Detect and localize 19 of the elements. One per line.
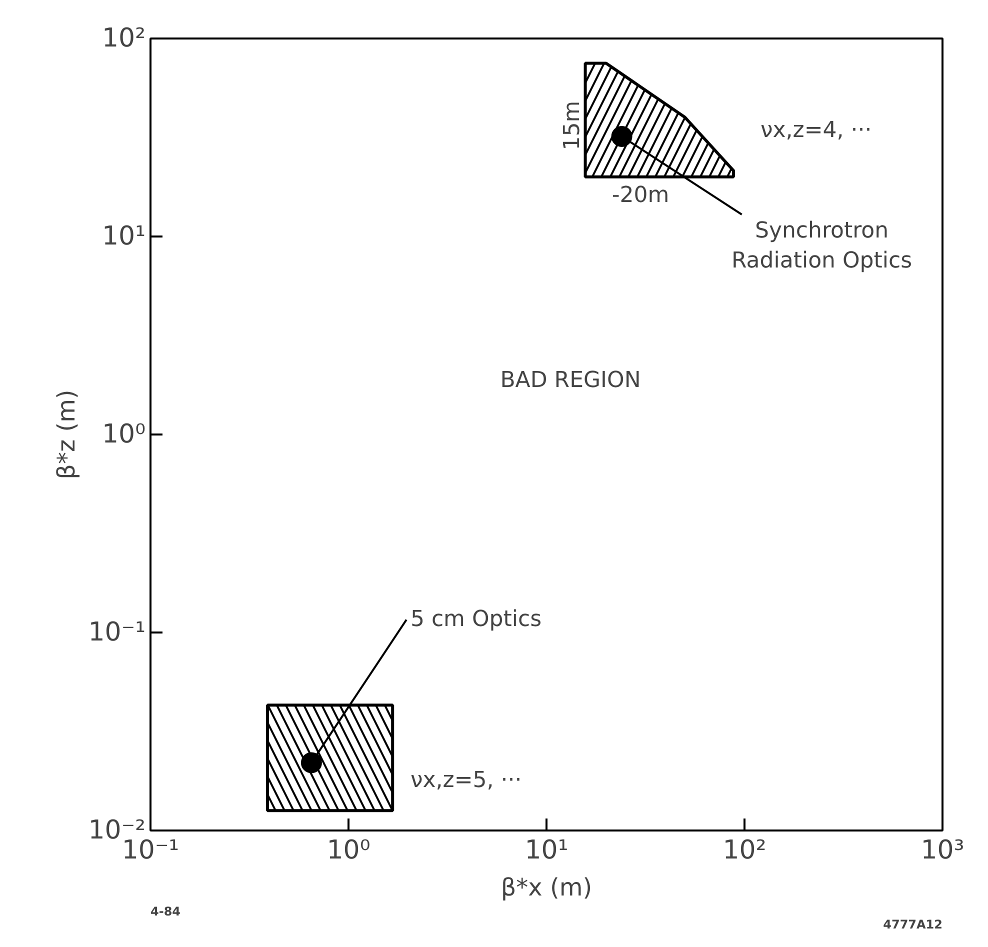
- y-tick-label: 10¹: [102, 222, 146, 252]
- y-tick-label: 10⁻¹: [88, 618, 146, 648]
- annotation: νx,z=4, ···: [760, 118, 872, 143]
- x-axis-title: β*x (m): [500, 874, 592, 902]
- x-tick-label: 10³: [920, 836, 964, 866]
- annotation: -20m: [612, 183, 670, 208]
- x-tick-label: 10⁰: [326, 836, 370, 866]
- x-tick-label: 10²: [722, 836, 766, 866]
- y-tick-label: 10⁰: [102, 420, 146, 450]
- x-tick-label: 10¹: [524, 836, 568, 866]
- text: 4-84: [150, 904, 181, 918]
- annotation: Synchrotron Radiation Optics: [732, 218, 912, 274]
- text: 4777A12: [883, 918, 943, 932]
- y-axis-title: β*z (m): [52, 390, 80, 480]
- annotation: BAD REGION: [500, 368, 641, 393]
- y-tick-label: 10²: [102, 24, 146, 54]
- annotation: νx,z=5, ···: [410, 768, 522, 793]
- annotation: 15m: [560, 100, 585, 150]
- annotation: 5 cm Optics: [410, 607, 542, 632]
